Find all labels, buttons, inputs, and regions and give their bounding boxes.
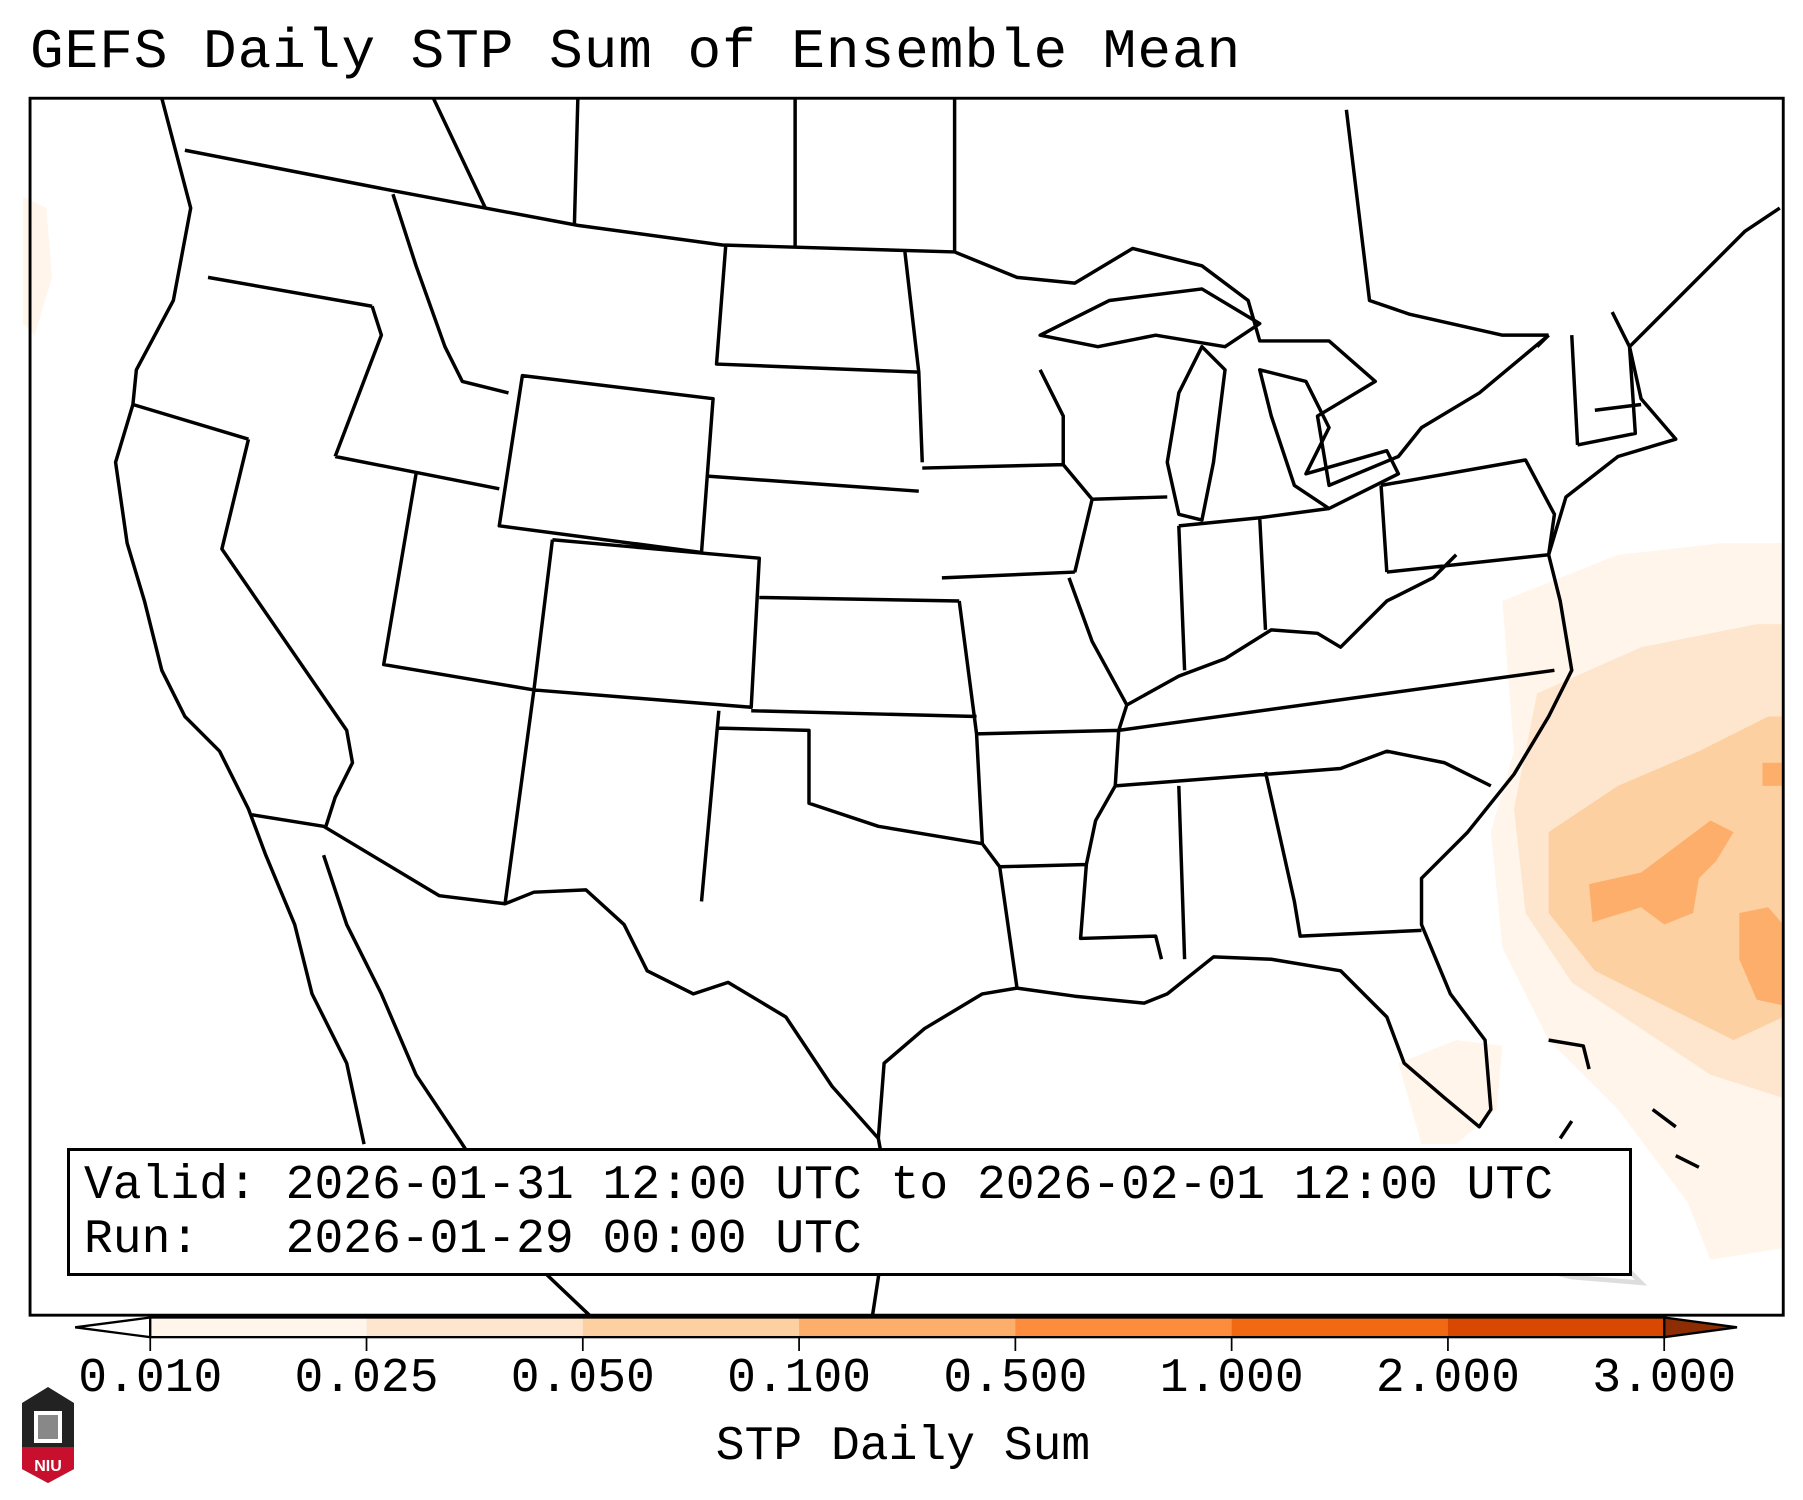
colorbar-under-extension [74, 1316, 152, 1339]
coastline-gulf-east [876, 206, 1781, 1139]
lake-superior [1038, 287, 1262, 349]
us-mexico-border [251, 813, 880, 1140]
canada-border [184, 148, 1550, 488]
valid-line: Valid: 2026-01-31 12:00 UTC to 2026-02-0… [84, 1159, 1554, 1213]
colorbar-segment [582, 1317, 800, 1338]
colorbar-tick-label: 0.050 [510, 1352, 655, 1406]
colorbar-segment [1231, 1317, 1449, 1338]
lake-huron-erie [1257, 368, 1401, 511]
colorbar-tick-label: 0.100 [727, 1352, 872, 1406]
svg-text:NIU: NIU [34, 1458, 62, 1475]
lake-michigan [1165, 344, 1227, 522]
map-frame [28, 96, 1785, 1317]
stp-shading [23, 196, 1784, 1260]
state-borders [132, 193, 1642, 989]
colorbar-segment [366, 1317, 584, 1338]
colorbar-tick-label: 0.500 [943, 1352, 1088, 1406]
colorbar-tick-label: 2.000 [1375, 1352, 1520, 1406]
colorbar [74, 1316, 1738, 1352]
colorbar-label: STP Daily Sum [715, 1420, 1091, 1474]
niu-logo: NIU [22, 1387, 74, 1483]
stp-region-high1 [1589, 820, 1734, 925]
colorbar-segment [1015, 1317, 1233, 1338]
colorbar-segment [150, 1317, 368, 1338]
colorbar-tick-label: 1.000 [1159, 1352, 1304, 1406]
colorbar-over-extension [1663, 1316, 1738, 1339]
colorbar-segment [799, 1317, 1016, 1338]
coastline-west [113, 97, 366, 1145]
stp-region-high2 [1739, 907, 1784, 1006]
colorbar-segment [1447, 1317, 1665, 1338]
map-title: GEFS Daily STP Sum of Ensemble Mean [30, 20, 1242, 84]
stp-region-high3 [1762, 762, 1784, 786]
stp-region-low-west [1398, 1040, 1503, 1145]
colorbar-outline [149, 1316, 1666, 1339]
canada-province-lines [431, 97, 1549, 337]
valid-time-box: Valid: 2026-01-31 12:00 UTC to 2026-02-0… [67, 1148, 1632, 1276]
bahamas [1548, 1038, 1700, 1169]
run-line: Run: 2026-01-29 00:00 UTC [84, 1213, 862, 1267]
colorbar-tick-label: 0.025 [294, 1352, 439, 1406]
stp-region-low-coast [23, 196, 53, 336]
colorbar-tick-label: 0.010 [78, 1352, 223, 1406]
colorbar-tick-label: 3.000 [1592, 1352, 1737, 1406]
